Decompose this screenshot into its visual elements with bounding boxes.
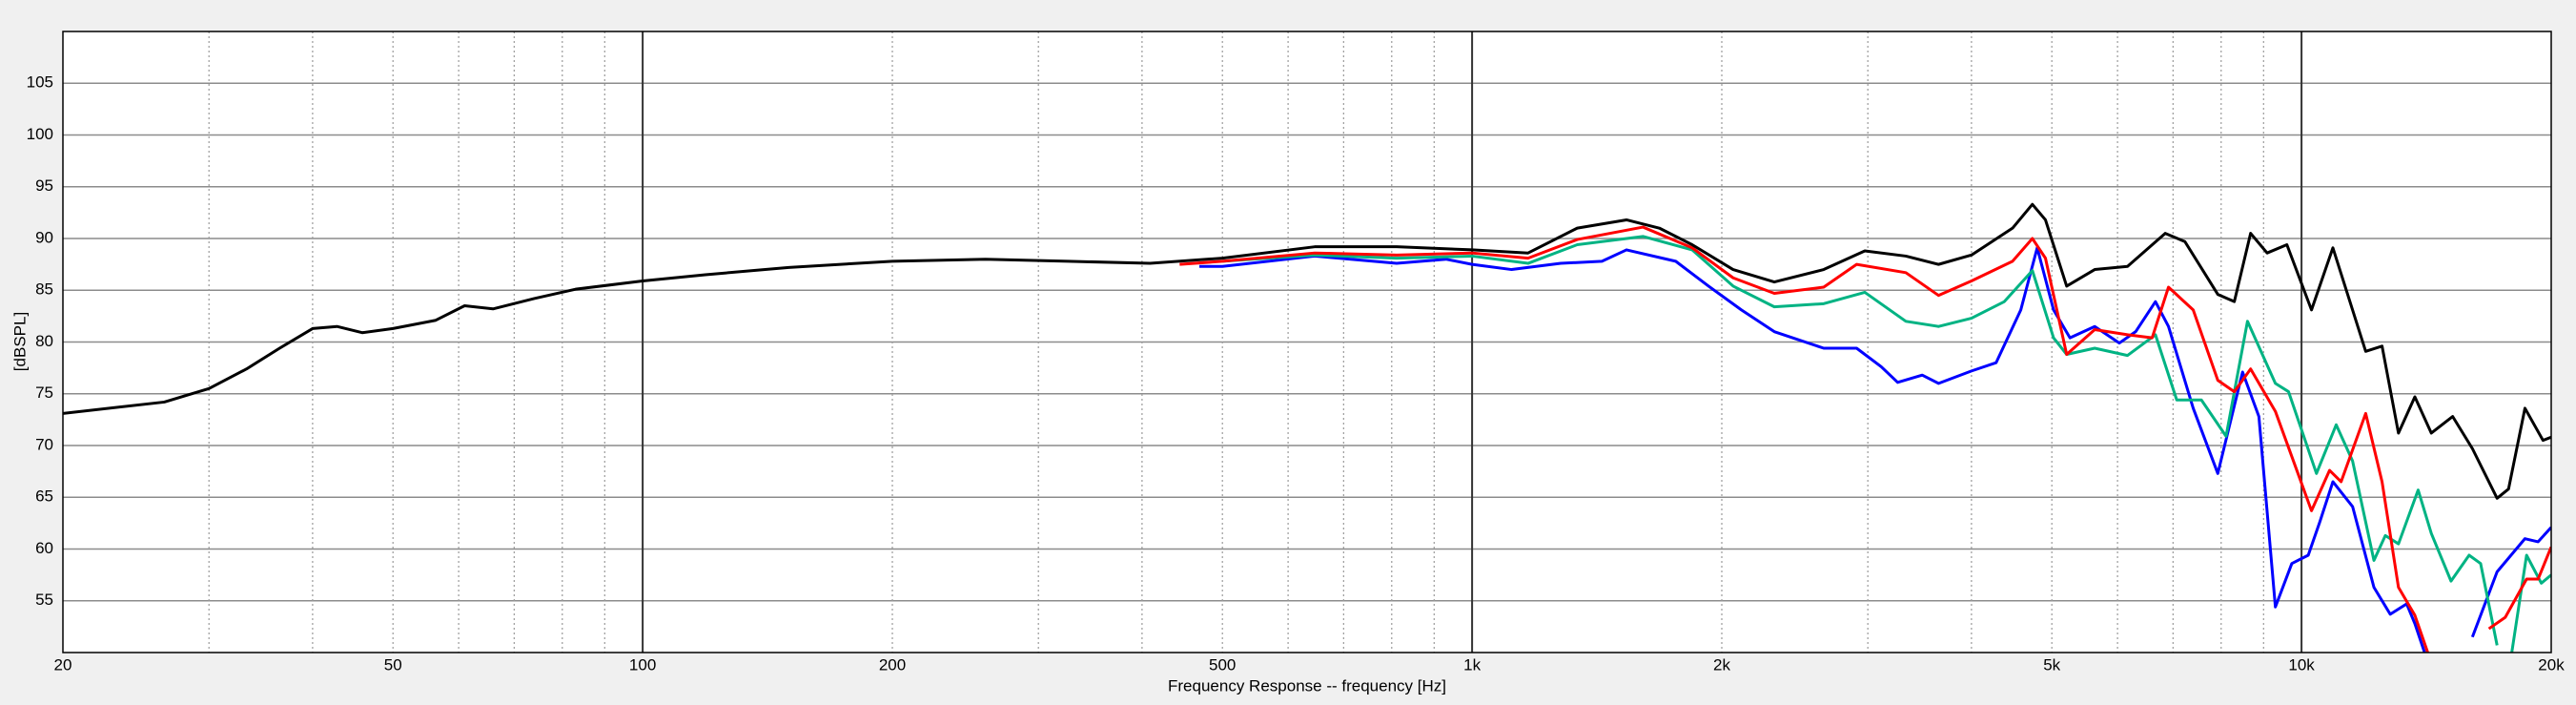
x-tick-label: 100 <box>629 655 656 674</box>
series-line <box>1179 225 2551 653</box>
y-tick-label: 60 <box>35 539 53 557</box>
x-tick-label: 500 <box>1209 655 1236 674</box>
x-tick-label: 5k <box>2043 655 2060 674</box>
x-tick-label: 1k <box>1463 655 1481 674</box>
y-tick-label: 85 <box>35 280 53 299</box>
series-line <box>63 202 2551 500</box>
x-tick-label: 20k <box>2538 655 2565 674</box>
y-tick-label: 95 <box>35 176 53 195</box>
x-tick-label: 200 <box>879 655 906 674</box>
x-tick-label: 50 <box>384 655 402 674</box>
y-tick-label: 75 <box>35 384 53 402</box>
x-tick-label: 10k <box>2288 655 2315 674</box>
y-axis-label: [dBSPL] <box>10 312 29 371</box>
y-tick-label: 100 <box>27 125 53 143</box>
y-tick-label: 90 <box>35 228 53 246</box>
y-tick-label: 65 <box>35 487 53 506</box>
series-line <box>1199 246 2551 653</box>
x-axis-label: Frequency Response -- frequency [Hz] <box>1168 676 1446 695</box>
series-group <box>63 202 2551 653</box>
y-tick-label: 70 <box>35 435 53 453</box>
plot-border <box>62 31 2552 653</box>
x-tick-label: 2k <box>1713 655 1730 674</box>
y-tick-label: 105 <box>27 73 53 92</box>
y-tick-label: 55 <box>35 591 53 609</box>
x-tick-label: 20 <box>54 655 72 674</box>
y-tick-label: 80 <box>35 332 53 350</box>
